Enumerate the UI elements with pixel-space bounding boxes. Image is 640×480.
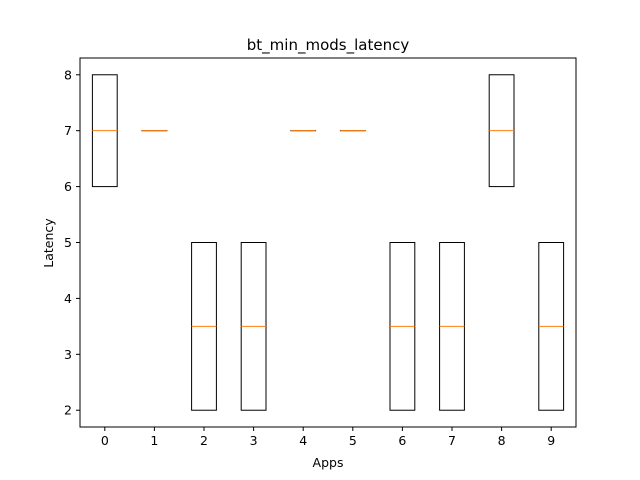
x-ticks: 0 1 2 3 4 5 6 7 8 9 xyxy=(101,427,555,448)
chart-title: bt_min_mods_latency xyxy=(247,36,410,55)
x-tick-label: 8 xyxy=(498,433,506,448)
boxes-layer xyxy=(91,74,565,411)
y-tick-label: 2 xyxy=(64,403,72,418)
x-tick-label: 5 xyxy=(349,433,357,448)
x-tick-label: 0 xyxy=(101,433,109,448)
y-tick-label: 6 xyxy=(64,179,72,194)
x-axis-label: Apps xyxy=(313,455,344,470)
x-tick-label: 3 xyxy=(250,433,258,448)
x-tick-label: 4 xyxy=(299,433,307,448)
plot-frame xyxy=(79,57,577,428)
y-tick-label: 8 xyxy=(64,67,72,82)
x-tick-label: 1 xyxy=(150,433,158,448)
y-tick-label: 7 xyxy=(64,123,72,138)
y-tick-label: 5 xyxy=(64,235,72,250)
y-axis-label: Latency xyxy=(41,218,56,268)
y-tick-label: 3 xyxy=(64,347,72,362)
y-tick-label: 4 xyxy=(64,291,72,306)
x-tick-label: 2 xyxy=(200,433,208,448)
y-ticks: 2 3 4 5 6 7 8 xyxy=(64,67,80,418)
x-tick-label: 9 xyxy=(547,433,555,448)
x-tick-label: 6 xyxy=(398,433,406,448)
x-tick-label: 7 xyxy=(448,433,456,448)
